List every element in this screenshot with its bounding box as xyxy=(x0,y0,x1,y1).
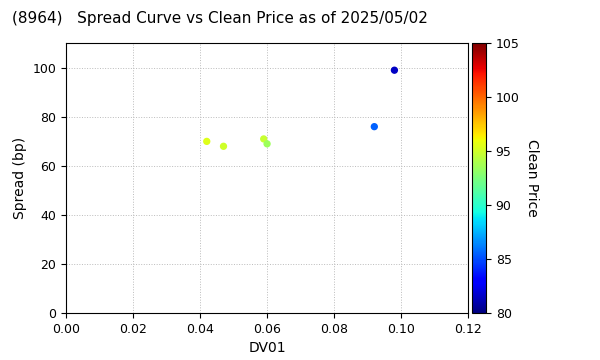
Point xyxy=(202,139,212,144)
Y-axis label: Clean Price: Clean Price xyxy=(525,139,539,217)
Point xyxy=(219,143,229,149)
Text: (8964)   Spread Curve vs Clean Price as of 2025/05/02: (8964) Spread Curve vs Clean Price as of… xyxy=(12,11,428,26)
X-axis label: DV01: DV01 xyxy=(248,342,286,355)
Point xyxy=(259,136,269,142)
Y-axis label: Spread (bp): Spread (bp) xyxy=(13,137,27,219)
Point xyxy=(262,141,272,147)
Point xyxy=(389,67,399,73)
Point xyxy=(370,124,379,130)
